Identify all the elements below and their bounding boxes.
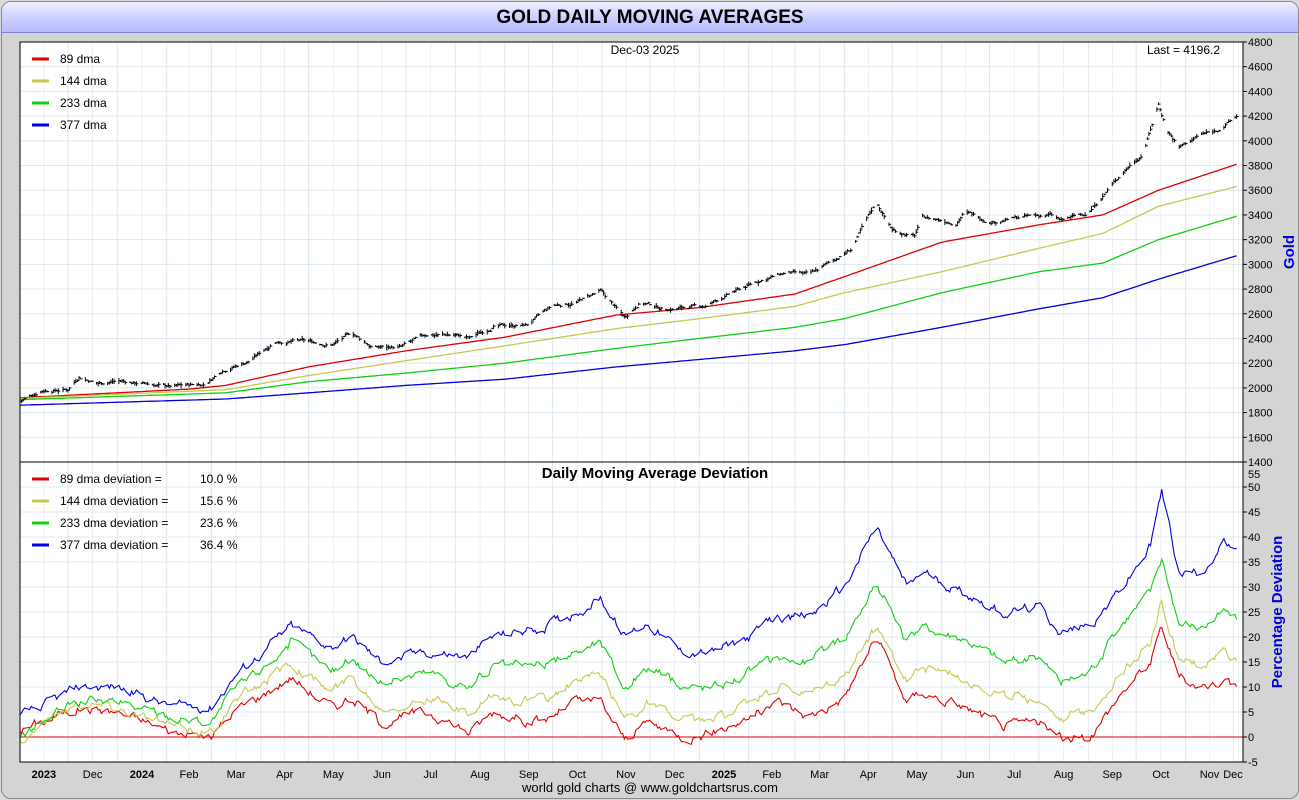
- legend-label: 377 dma deviation =: [60, 538, 168, 552]
- x-tick-label: Oct: [1152, 769, 1169, 781]
- x-tick-label: 2025: [712, 769, 736, 781]
- x-tick-label: Dec: [1223, 769, 1243, 781]
- legend-label: 89 dma deviation =: [60, 472, 162, 486]
- date-label: Dec-03 2025: [611, 43, 680, 57]
- y-axis-title-gold: Gold: [1281, 235, 1298, 269]
- deviation-line-144-dma-deviation: [19, 598, 1238, 744]
- y-tick-label: 20: [1248, 632, 1260, 644]
- y-tick-label: 3200: [1248, 235, 1272, 247]
- x-tick-label: 2024: [130, 769, 155, 781]
- x-tick-label: Aug: [470, 769, 490, 781]
- x-tick-label: Jul: [1007, 769, 1021, 781]
- x-tick-label: Oct: [569, 769, 586, 781]
- y-tick-label: 35: [1248, 557, 1260, 569]
- y-tick-label: 2200: [1248, 358, 1272, 370]
- y-tick-label: 1800: [1248, 408, 1272, 420]
- y-tick-label: 1400: [1248, 457, 1272, 469]
- x-tick-label: May: [323, 769, 344, 781]
- deviation-title: Daily Moving Average Deviation: [542, 465, 768, 482]
- x-tick-label: Feb: [180, 769, 199, 781]
- y-tick-label: 4200: [1248, 111, 1272, 123]
- x-tick-label: Sep: [1102, 769, 1122, 781]
- deviation-line-377-dma-deviation: [19, 489, 1237, 716]
- y-tick-label: 2800: [1248, 284, 1272, 296]
- y-tick-label: 1600: [1248, 432, 1272, 444]
- y-tick-label: 3800: [1248, 161, 1272, 173]
- legend-value: 10.0 %: [200, 472, 238, 486]
- x-tick-label: Apr: [860, 769, 877, 781]
- y-tick-label: 3600: [1248, 185, 1272, 197]
- legend-value: 23.6 %: [200, 516, 238, 530]
- legend-label: 89 dma: [60, 52, 100, 66]
- y-tick-label: -5: [1248, 757, 1258, 769]
- legend-label: 144 dma deviation =: [60, 494, 168, 508]
- x-tick-label: Apr: [276, 769, 293, 781]
- y-tick-label: 4400: [1248, 86, 1272, 98]
- y-tick-label: 0: [1248, 732, 1254, 744]
- x-tick-label: Sep: [519, 769, 539, 781]
- y-tick-label: 4800: [1248, 37, 1272, 49]
- legend-label: 377 dma: [60, 118, 107, 132]
- x-tick-label: Nov: [1200, 769, 1220, 781]
- x-tick-label: Dec: [83, 769, 103, 781]
- y-tick-label: 2600: [1248, 309, 1272, 321]
- legend-label: 233 dma: [60, 96, 107, 110]
- y-tick-label: 50: [1248, 482, 1260, 494]
- y-tick-label: 3000: [1248, 259, 1272, 271]
- last-price-label: Last = 4196.2: [1147, 43, 1220, 57]
- y-tick-label: 10: [1248, 682, 1260, 694]
- ma-line-89-dma: [19, 163, 1237, 399]
- y-tick-label: 25: [1248, 607, 1260, 619]
- x-tick-label: Jun: [373, 769, 391, 781]
- footer-credit: world gold charts @ www.goldchartsrus.co…: [522, 780, 778, 795]
- legend-value: 36.4 %: [200, 538, 238, 552]
- x-tick-label: Jul: [424, 769, 438, 781]
- x-tick-label: Mar: [227, 769, 246, 781]
- deviation-panel-border: [19, 461, 1244, 763]
- ma-line-144-dma: [19, 185, 1237, 400]
- y-tick-label: 55: [1248, 469, 1260, 481]
- x-tick-label: 2023: [32, 769, 56, 781]
- x-tick-label: May: [907, 769, 928, 781]
- y-tick-label: 5: [1248, 707, 1254, 719]
- ma-line-233-dma: [20, 215, 1237, 401]
- legend-value: 15.6 %: [200, 494, 238, 508]
- x-tick-label: Jun: [957, 769, 975, 781]
- title-bar: GOLD DAILY MOVING AVERAGES: [2, 2, 1298, 33]
- y-tick-label: 3400: [1248, 210, 1272, 222]
- price-bars: [19, 102, 1239, 404]
- y-tick-label: 30: [1248, 582, 1260, 594]
- x-tick-label: Feb: [762, 769, 781, 781]
- x-tick-label: Mar: [810, 769, 829, 781]
- legend-label: 233 dma deviation =: [60, 516, 168, 530]
- legend-label: 144 dma: [60, 74, 107, 88]
- y-tick-label: 4000: [1248, 136, 1272, 148]
- ma-line-377-dma: [19, 255, 1237, 406]
- y-tick-label: 45: [1248, 507, 1260, 519]
- y-tick-label: 40: [1248, 532, 1260, 544]
- y-axis-title-deviation: Percentage Deviation: [1269, 536, 1286, 689]
- y-tick-label: 2400: [1248, 333, 1272, 345]
- y-tick-label: 4600: [1248, 62, 1272, 74]
- x-tick-label: Nov: [616, 769, 636, 781]
- y-tick-label: 2000: [1248, 383, 1272, 395]
- y-tick-label: 15: [1248, 657, 1260, 669]
- x-tick-label: Dec: [665, 769, 685, 781]
- chart-title: GOLD DAILY MOVING AVERAGES: [496, 7, 804, 28]
- x-tick-label: Aug: [1054, 769, 1074, 781]
- price-panel: [20, 42, 1243, 462]
- deviation-line-233-dma-deviation: [19, 557, 1238, 739]
